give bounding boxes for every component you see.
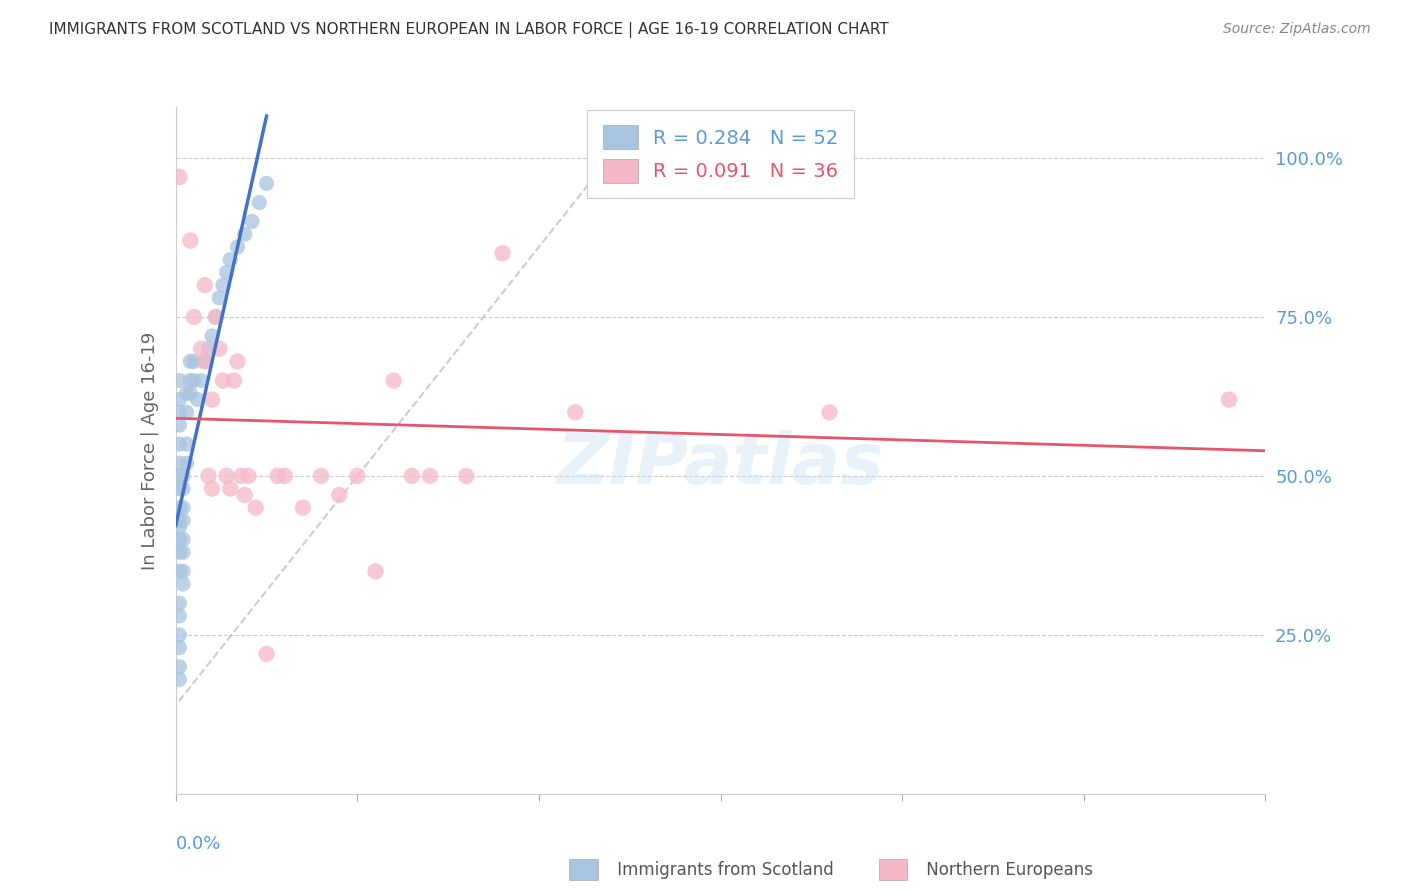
Point	[169, 405, 191, 419]
Point	[212, 374, 235, 388]
Point	[172, 545, 194, 559]
Point	[169, 437, 191, 451]
Point	[194, 278, 217, 293]
Point	[204, 310, 226, 324]
Point	[176, 405, 198, 419]
Point	[169, 469, 191, 483]
Legend: R = 0.284   N = 52, R = 0.091   N = 36: R = 0.284 N = 52, R = 0.091 N = 36	[588, 110, 853, 198]
Point	[169, 640, 191, 655]
Point	[226, 240, 249, 254]
Point	[1218, 392, 1240, 407]
Point	[197, 469, 219, 483]
Point	[172, 500, 194, 515]
Point	[247, 195, 270, 210]
Point	[169, 392, 191, 407]
Point	[194, 354, 217, 368]
Point	[169, 169, 191, 184]
Point	[256, 647, 278, 661]
Point	[190, 374, 212, 388]
Point	[176, 456, 198, 470]
Point	[219, 482, 242, 496]
Point	[233, 488, 256, 502]
Point	[190, 342, 212, 356]
Point	[169, 608, 191, 623]
Point	[201, 482, 224, 496]
Text: Source: ZipAtlas.com: Source: ZipAtlas.com	[1223, 22, 1371, 37]
Point	[169, 564, 191, 578]
Point	[201, 329, 224, 343]
Text: Immigrants from Scotland: Immigrants from Scotland	[591, 861, 834, 879]
Point	[274, 469, 297, 483]
Point	[169, 628, 191, 642]
Point	[183, 374, 205, 388]
Point	[176, 437, 198, 451]
Point	[208, 291, 231, 305]
Point	[179, 354, 201, 368]
Point	[208, 342, 231, 356]
Point	[231, 469, 253, 483]
Point	[309, 469, 332, 483]
Point	[346, 469, 368, 483]
Point	[492, 246, 515, 260]
Point	[169, 673, 191, 687]
Point	[169, 500, 191, 515]
Y-axis label: In Labor Force | Age 16-19: In Labor Force | Age 16-19	[141, 331, 159, 570]
Point	[201, 392, 224, 407]
Text: ZIPatlas: ZIPatlas	[557, 430, 884, 499]
Point	[169, 533, 191, 547]
Point	[266, 469, 288, 483]
Point	[245, 500, 267, 515]
Point	[215, 469, 238, 483]
Point	[233, 227, 256, 242]
Point	[328, 488, 350, 502]
Point	[818, 405, 841, 419]
Point	[364, 564, 387, 578]
Point	[186, 392, 209, 407]
Point	[176, 386, 198, 401]
Point	[172, 513, 194, 527]
Point	[197, 342, 219, 356]
Point	[256, 177, 278, 191]
Point	[183, 354, 205, 368]
Point	[172, 533, 194, 547]
Text: IMMIGRANTS FROM SCOTLAND VS NORTHERN EUROPEAN IN LABOR FORCE | AGE 16-19 CORRELA: IMMIGRANTS FROM SCOTLAND VS NORTHERN EUR…	[49, 22, 889, 38]
Point	[169, 659, 191, 673]
Point	[194, 354, 217, 368]
Point	[172, 482, 194, 496]
Point	[204, 310, 226, 324]
Point	[172, 564, 194, 578]
Point	[401, 469, 423, 483]
Point	[291, 500, 314, 515]
Point	[564, 405, 586, 419]
Point	[179, 234, 201, 248]
Point	[169, 417, 191, 432]
Point	[222, 374, 245, 388]
Point	[238, 469, 260, 483]
Point	[382, 374, 405, 388]
Point	[179, 386, 201, 401]
Point	[169, 482, 191, 496]
Point	[179, 374, 201, 388]
Point	[456, 469, 478, 483]
Point	[169, 374, 191, 388]
Point	[169, 520, 191, 534]
Point	[212, 278, 235, 293]
Text: Northern Europeans: Northern Europeans	[900, 861, 1092, 879]
Point	[172, 577, 194, 591]
Point	[169, 513, 191, 527]
Point	[169, 456, 191, 470]
Point	[226, 354, 249, 368]
Point	[172, 469, 194, 483]
Point	[419, 469, 441, 483]
Text: 0.0%: 0.0%	[176, 835, 221, 853]
Point	[219, 252, 242, 267]
Point	[215, 265, 238, 279]
Point	[240, 214, 263, 228]
Point	[169, 596, 191, 610]
Point	[183, 310, 205, 324]
Point	[169, 545, 191, 559]
